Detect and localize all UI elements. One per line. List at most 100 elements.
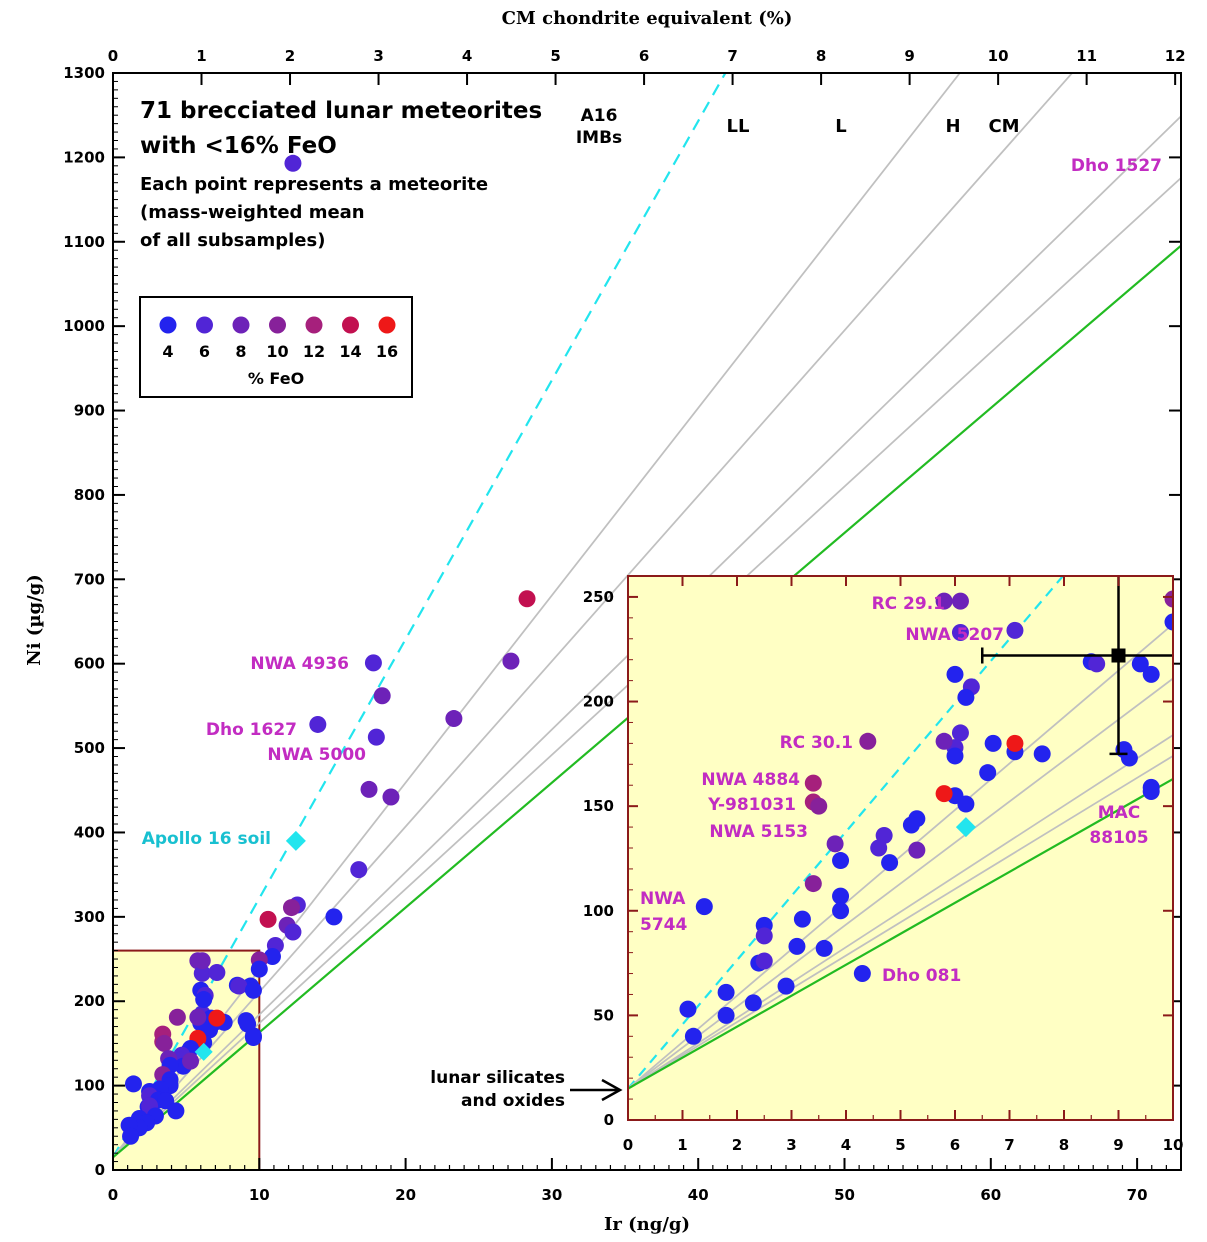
label-dho-081: Dho 081 bbox=[882, 966, 961, 986]
label-cm: CM bbox=[988, 116, 1019, 137]
inset-point-29 bbox=[1142, 783, 1160, 801]
y-tick-label-200: 200 bbox=[74, 992, 105, 1010]
label-a16-imbs-line-2: IMBs bbox=[576, 128, 622, 148]
point-nwa-5153 bbox=[155, 1034, 173, 1052]
y-tick-label-1000: 1000 bbox=[63, 317, 105, 335]
point-dho-1527 bbox=[284, 154, 302, 172]
point-47 bbox=[244, 981, 262, 999]
inset-point-26 bbox=[951, 623, 969, 641]
inset-point-39 bbox=[957, 688, 975, 706]
inset-point-74 bbox=[679, 1000, 697, 1018]
legend-swatch-8 bbox=[232, 316, 250, 334]
inset-x-tick-label-0: 0 bbox=[623, 1136, 633, 1154]
inset-point-53 bbox=[902, 816, 920, 834]
label-rc-29-1: RC 29.1 bbox=[872, 594, 945, 614]
point-29 bbox=[244, 1029, 262, 1047]
reference-line-ll bbox=[628, 622, 1173, 1090]
inset-point-56 bbox=[881, 854, 899, 872]
inset-x-tick-label-1: 1 bbox=[677, 1136, 687, 1154]
main-data-points bbox=[120, 154, 536, 1145]
inset-point-65 bbox=[755, 927, 773, 945]
apollo-16-soil-marker-small bbox=[194, 1042, 213, 1061]
inset-point-dho-081 bbox=[853, 965, 871, 983]
inset-point-20 bbox=[1131, 655, 1149, 673]
chart-subtitle: Each point represents a meteorite (mass-… bbox=[140, 174, 488, 251]
inset-point-55 bbox=[870, 839, 888, 857]
legend-label-16: 16 bbox=[376, 342, 398, 361]
label-nwa-5000: NWA 5000 bbox=[267, 745, 366, 765]
x2-tick-label-11: 11 bbox=[1076, 47, 1097, 65]
label-nwa-5744-line-2: 5744 bbox=[640, 915, 687, 935]
inset-y-tick-label-250: 250 bbox=[583, 588, 614, 606]
annotation-line-1: lunar silicates bbox=[430, 1068, 565, 1088]
label-dho-1627: Dho 1627 bbox=[206, 720, 297, 740]
x2-axis-label: CM chondrite equivalent (%) bbox=[502, 8, 793, 29]
inset-x-tick-label-9: 9 bbox=[1113, 1136, 1123, 1154]
chart-subtitle-line-1: Each point represents a meteorite bbox=[140, 174, 488, 195]
y-axis-label: Ni (µg/g) bbox=[24, 574, 45, 666]
label-y-981031: Y-981031 bbox=[707, 795, 796, 815]
point-59 bbox=[182, 1052, 200, 1070]
inset-y-tick-label-50: 50 bbox=[593, 1006, 614, 1024]
x-tick-label-0: 0 bbox=[108, 1186, 118, 1204]
inset-point-57 bbox=[826, 835, 844, 853]
point-rc-29-1 bbox=[193, 952, 211, 970]
point-28 bbox=[239, 1015, 257, 1033]
label-mac-88105-line-2: 88105 bbox=[1089, 828, 1148, 848]
label-ll: LL bbox=[727, 116, 750, 137]
inset-x-tick-label-10: 10 bbox=[1163, 1136, 1184, 1154]
point-nwa-5744 bbox=[124, 1075, 142, 1093]
chart-subtitle-line-2: (mass-weighted mean bbox=[140, 202, 365, 223]
label-a16-imbs-line-1: A16 bbox=[581, 106, 618, 126]
inset-point-63 bbox=[793, 910, 811, 928]
inset-point-43 bbox=[935, 785, 953, 803]
inset-y-axis-ticks: 0 50 100 150 200 250 bbox=[583, 588, 1173, 1129]
legend-swatch-16 bbox=[378, 316, 396, 334]
inset-point-67 bbox=[815, 939, 833, 957]
x-tick-label-50: 50 bbox=[834, 1186, 855, 1204]
legend-label-4: 4 bbox=[162, 342, 173, 361]
inset-point-58 bbox=[832, 852, 850, 870]
reference-line-chondrite-trend bbox=[628, 777, 1173, 1090]
point-15 bbox=[284, 923, 302, 941]
inset-point-rc-30-1 bbox=[859, 732, 877, 750]
label-nwa-5207: NWA 5207 bbox=[905, 625, 1004, 645]
annotation-line-2: and oxides bbox=[461, 1091, 565, 1111]
x2-tick-label-7: 7 bbox=[727, 47, 737, 65]
x2-tick-label-10: 10 bbox=[988, 47, 1009, 65]
point-2 bbox=[445, 710, 463, 728]
x-axis-ticks: 0 10 20 30 40 50 60 70 bbox=[108, 1158, 1167, 1204]
legend-box bbox=[139, 296, 413, 398]
inset-point-59 bbox=[908, 841, 926, 859]
reference-line-labels: A16 IMBs LL L H CM bbox=[576, 106, 1020, 148]
annotation-arrow-head bbox=[601, 1078, 623, 1102]
reference-line-a16-imbs bbox=[628, 576, 1065, 1090]
point-13 bbox=[259, 910, 277, 928]
inset-point-70 bbox=[777, 977, 795, 995]
inset-point-19 bbox=[1164, 613, 1173, 631]
y-tick-label-1300: 1300 bbox=[63, 64, 105, 82]
x-tick-label-70: 70 bbox=[1127, 1186, 1148, 1204]
chart-subtitle-line-3: of all subsamples) bbox=[140, 230, 325, 251]
point-nwa-5207 bbox=[208, 964, 226, 982]
point-39 bbox=[195, 991, 213, 1009]
point-1 bbox=[502, 652, 520, 670]
label-nwa-5744-line-1: NWA bbox=[640, 889, 686, 909]
reference-line-cm bbox=[628, 754, 1173, 1090]
y-tick-label-600: 600 bbox=[74, 655, 105, 673]
inset-point-47 bbox=[1142, 665, 1160, 683]
inset-y-tick-label-200: 200 bbox=[583, 693, 614, 711]
inset-point-32 bbox=[946, 747, 964, 765]
x2-tick-label-2: 2 bbox=[285, 47, 295, 65]
inset-point-36 bbox=[979, 764, 997, 782]
main-point-labels: Dho 1527 NWA 4936 Dho 1627 NWA 5000 Apol… bbox=[142, 156, 1162, 849]
inset-point-25 bbox=[935, 592, 953, 610]
chart-title-line-2: with <16% FeO bbox=[140, 133, 337, 159]
x-tick-label-40: 40 bbox=[688, 1186, 709, 1204]
inset-point-66 bbox=[788, 937, 806, 955]
x2-tick-label-8: 8 bbox=[816, 47, 826, 65]
x-axis-label: Ir (ng/g) bbox=[604, 1214, 690, 1235]
legend-label-8: 8 bbox=[235, 342, 246, 361]
apollo-16-soil-marker bbox=[285, 830, 306, 851]
point-nwa-5000 bbox=[367, 728, 385, 746]
